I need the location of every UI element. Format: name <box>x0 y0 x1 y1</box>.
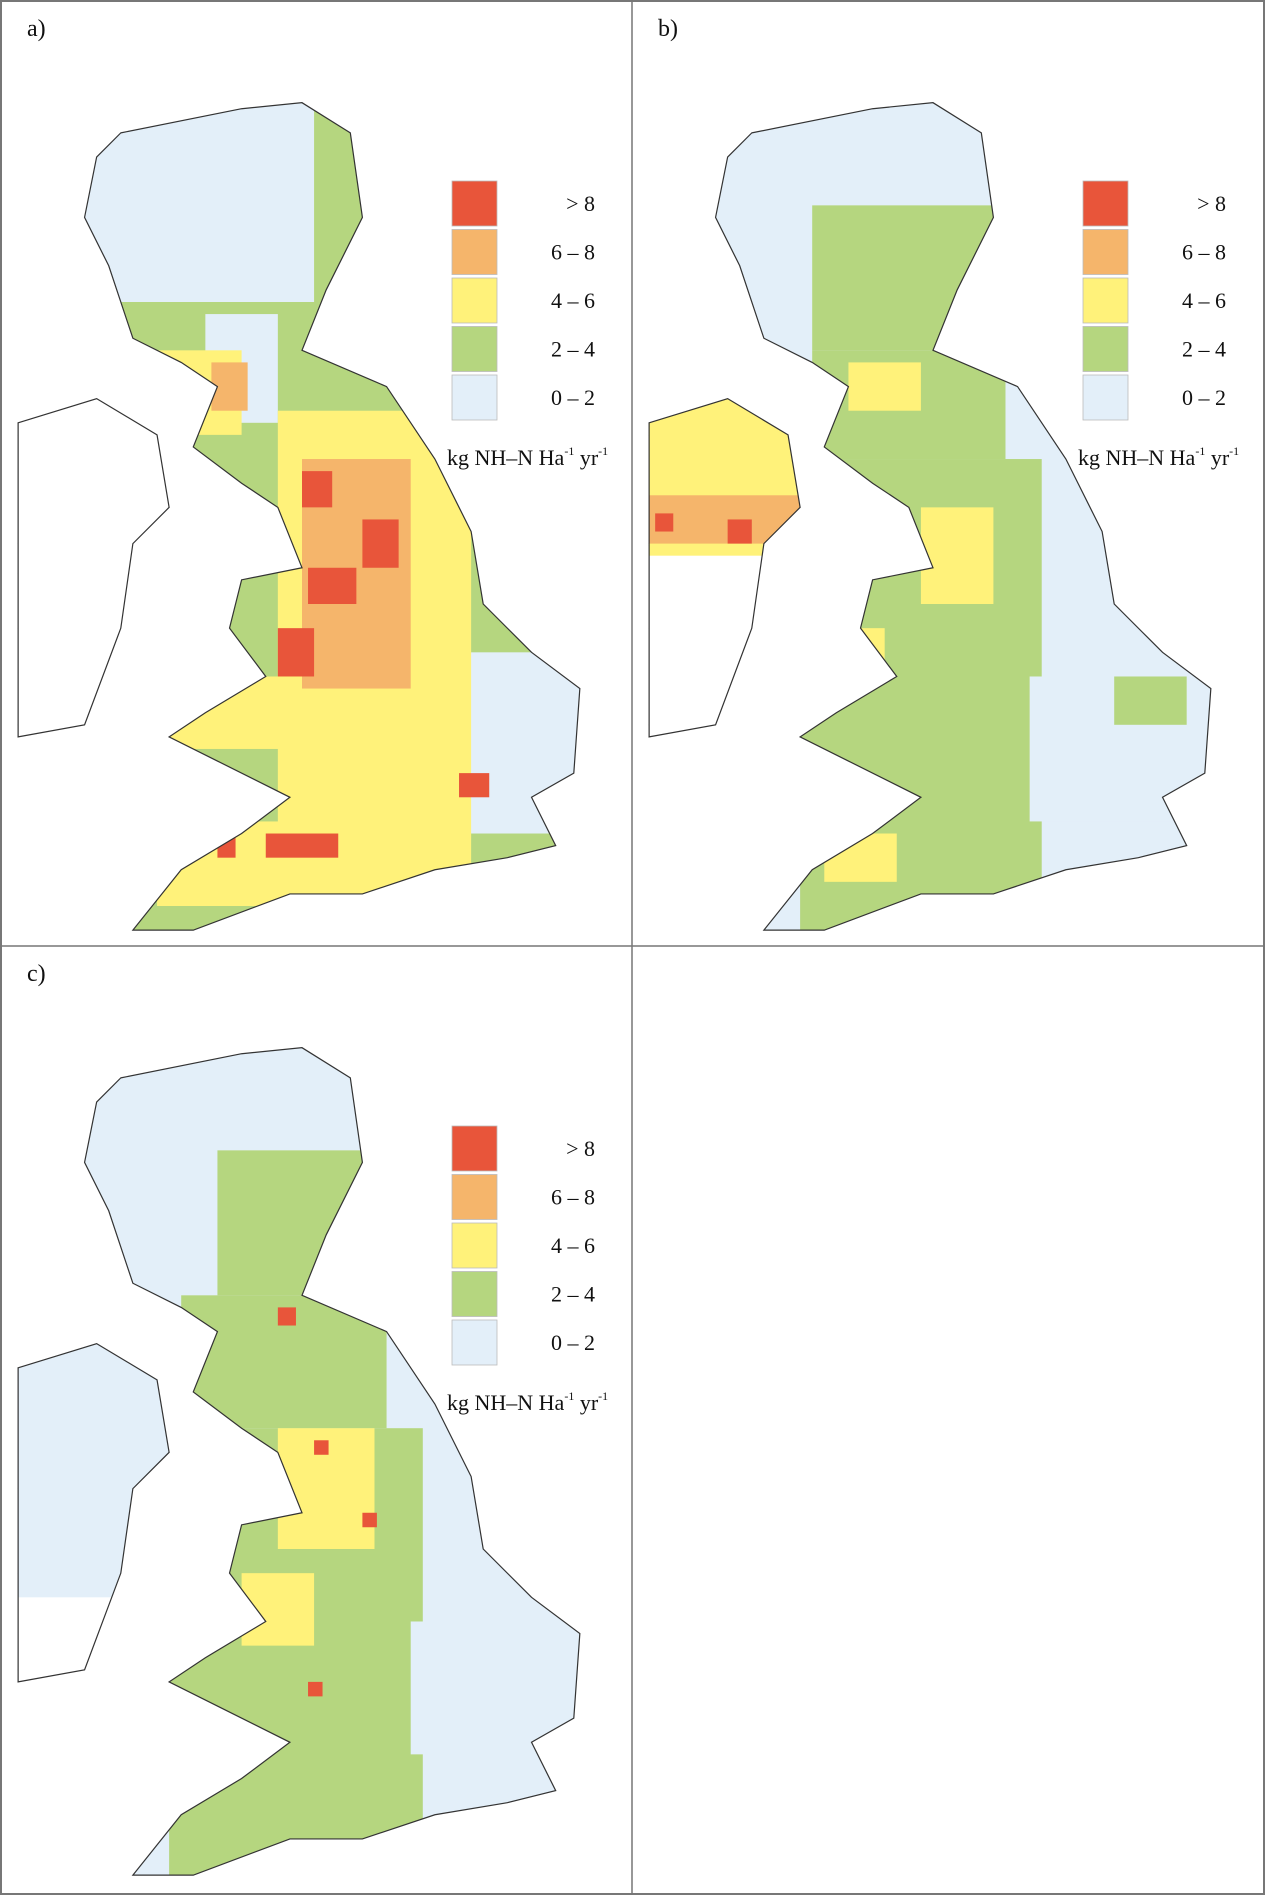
legend-label: 0 – 2 <box>551 1330 595 1355</box>
legend-label: 2 – 4 <box>551 1282 595 1307</box>
legend-unit: kg NH–N Ha-1 yr-1 <box>447 444 608 470</box>
unit-text: yr <box>574 1390 599 1415</box>
legend-swatch <box>451 1271 498 1317</box>
map-c <box>17 1047 581 1876</box>
legend-unit: kg NH–N Ha-1 yr-1 <box>447 1389 608 1415</box>
legend-swatch <box>1082 180 1129 227</box>
legend-label: 4 – 6 <box>551 1233 595 1258</box>
panel-label: a) <box>27 16 46 42</box>
legend-label: > 8 <box>1197 191 1226 216</box>
legend-label: > 8 <box>566 191 595 216</box>
legend-swatch <box>1082 277 1129 324</box>
unit-sup: -1 <box>564 1389 574 1403</box>
unit-sup: -1 <box>598 444 608 458</box>
legend-label: 6 – 8 <box>1182 240 1226 265</box>
legend-swatch <box>1082 229 1129 275</box>
map-a <box>17 102 581 931</box>
legend-label: 2 – 4 <box>551 337 595 362</box>
legend-swatch <box>451 374 498 421</box>
panel-label: b) <box>658 16 678 42</box>
unit-text: yr <box>1205 445 1230 470</box>
legend-label: 0 – 2 <box>1182 385 1226 410</box>
legend-swatch <box>451 1125 498 1172</box>
legend: > 86 – 84 – 62 – 40 – 2kg NH–N Ha-1 yr-1 <box>447 1125 608 1415</box>
legend-swatch <box>451 229 498 275</box>
legend-label: 6 – 8 <box>551 1185 595 1210</box>
legend-swatch <box>1082 374 1129 421</box>
legend-swatch <box>1082 326 1129 372</box>
unit-text: yr <box>574 445 599 470</box>
legend-swatch <box>451 1222 498 1269</box>
legend: > 86 – 84 – 62 – 40 – 2kg NH–N Ha-1 yr-1 <box>1078 180 1239 470</box>
unit-sup: -1 <box>564 444 574 458</box>
legend-label: > 8 <box>566 1136 595 1161</box>
map-b <box>648 102 1212 931</box>
unit-text: kg NH–N Ha <box>447 445 565 470</box>
legend-label: 2 – 4 <box>1182 337 1226 362</box>
legend-swatch <box>451 277 498 324</box>
unit-text: kg NH–N Ha <box>1078 445 1196 470</box>
legend-label: 4 – 6 <box>551 288 595 313</box>
legend-label: 6 – 8 <box>551 240 595 265</box>
legend-label: 0 – 2 <box>551 385 595 410</box>
legend-swatch <box>451 180 498 227</box>
legend-swatch <box>451 1319 498 1366</box>
panel-label: c) <box>27 961 46 987</box>
legend-swatch <box>451 1174 498 1220</box>
legend: > 86 – 84 – 62 – 40 – 2kg NH–N Ha-1 yr-1 <box>447 180 608 470</box>
unit-sup: -1 <box>1229 444 1239 458</box>
unit-sup: -1 <box>1195 444 1205 458</box>
legend-unit: kg NH–N Ha-1 yr-1 <box>1078 444 1239 470</box>
legend-label: 4 – 6 <box>1182 288 1226 313</box>
unit-sup: -1 <box>598 1389 608 1403</box>
unit-text: kg NH–N Ha <box>447 1390 565 1415</box>
legend-swatch <box>451 326 498 372</box>
